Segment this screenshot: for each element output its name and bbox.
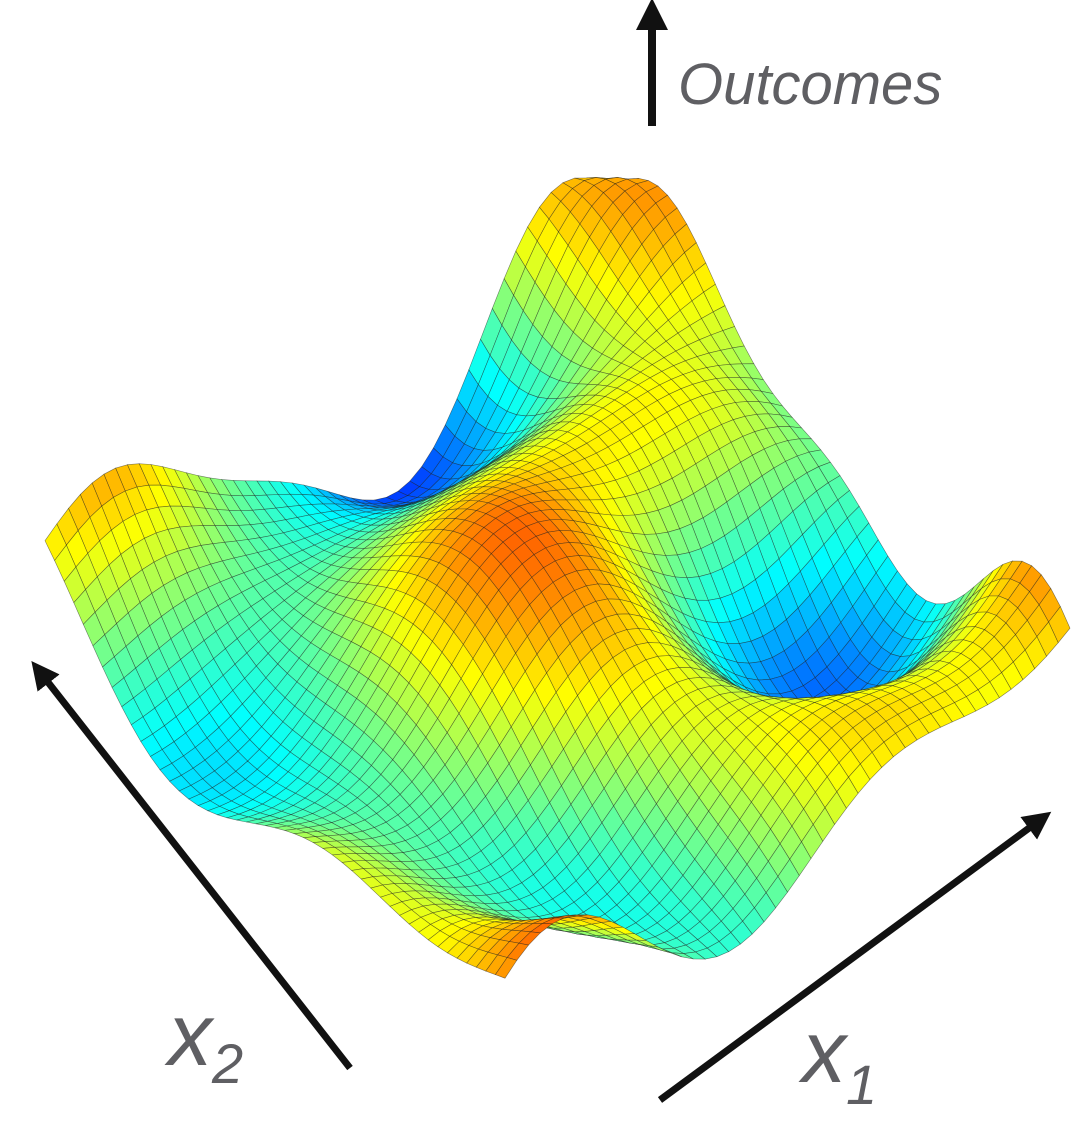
page: Outcomes x2 x1 (() => { const data = JSO… xyxy=(0,0,1086,1128)
x1-base: x xyxy=(798,1002,849,1101)
x2-label: x2 xyxy=(164,985,243,1095)
x2-base: x xyxy=(164,985,215,1084)
surface-figure: Outcomes x2 x1 xyxy=(0,0,1086,1128)
x2-subscript: 2 xyxy=(211,1032,243,1095)
x1-subscript: 1 xyxy=(846,1053,877,1116)
outcome-label: Outcomes xyxy=(678,52,942,117)
surface xyxy=(45,177,1070,978)
x1-label: x1 xyxy=(798,1002,877,1116)
